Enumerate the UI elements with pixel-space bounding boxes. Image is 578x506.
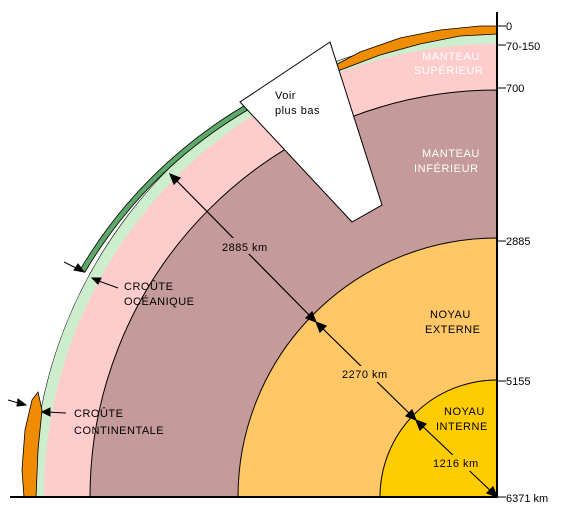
depth-tick-5: 6371 km — [506, 493, 548, 505]
continental-crust-label-1: CROÛTE — [74, 407, 123, 420]
continental-crust-band — [21, 391, 43, 498]
inner-core-thickness-bg — [430, 455, 492, 471]
outer-core-label-1: NOYAU — [430, 309, 471, 321]
depth-tick-3: 2885 — [506, 236, 530, 248]
see-below-label-2: plus bas — [275, 105, 320, 117]
lower-mantle-label-2: INFÉRIEUR — [414, 162, 479, 175]
inner-core-label-2: INTERNE — [436, 421, 488, 433]
depth-tick-0: 0 — [506, 21, 512, 33]
oceanic-crust-label-2: OCÉANIQUE — [124, 295, 195, 308]
continental-crust-pointer — [7, 398, 67, 417]
outer-core-thickness: 2270 km — [342, 369, 388, 381]
inner-core-thickness: 1216 km — [433, 458, 479, 470]
lower-mantle-label-1: MANTEAU — [422, 148, 480, 160]
continental-crust-label-2: CONTINENTALE — [74, 425, 164, 437]
upper-mantle-label-2: SUPÉRIEUR — [414, 64, 484, 77]
depth-tick-4: 5155 — [506, 376, 530, 388]
outer-core-label-2: EXTERNE — [425, 324, 480, 336]
cutaway-wedge — [239, 41, 383, 223]
depth-tick-marks — [497, 25, 506, 498]
lower-mantle-thickness: 2885 km — [222, 242, 268, 254]
lower-mantle-thickness-bg — [218, 238, 282, 254]
inner-core-label-1: NOYAU — [444, 406, 485, 418]
depth-tick-1: 70-150 — [506, 41, 540, 53]
upper-mantle-label-1: MANTEAU — [422, 51, 480, 63]
outer-core-thickness-bg — [338, 366, 400, 382]
see-below-label-1: Voir — [275, 90, 296, 102]
depth-tick-2: 700 — [506, 83, 524, 95]
oceanic-crust-label-1: CROÛTE — [124, 280, 173, 293]
oceanic-crust-pointer — [63, 261, 119, 289]
